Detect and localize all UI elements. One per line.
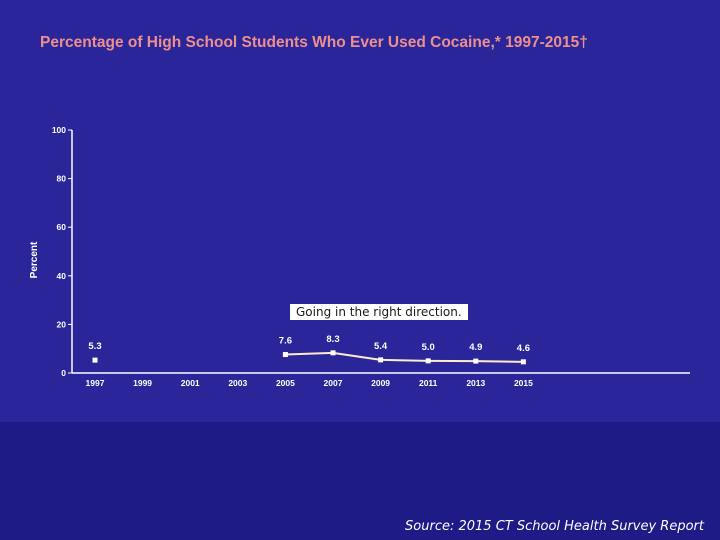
- y-tick-label: 80: [57, 174, 67, 184]
- data-label: 7.6: [279, 336, 292, 347]
- data-point: [378, 357, 384, 363]
- y-axis-label: Percent: [29, 241, 40, 279]
- y-tick-label: 40: [57, 271, 67, 281]
- y-tick-label: 100: [52, 125, 66, 135]
- series-line: [285, 351, 524, 363]
- data-point: [425, 358, 431, 364]
- data-point: [330, 350, 336, 356]
- x-tick-label: 2015: [514, 378, 533, 388]
- x-tick-label: 2013: [466, 378, 485, 388]
- chart-panel: 0 20 40 60 80 100 1997 1999 2001 2003 2005 2007 2009…: [0, 0, 720, 422]
- data-label: 4.9: [469, 342, 482, 353]
- data-point: [520, 359, 526, 365]
- data-label: 5.0: [422, 342, 435, 353]
- x-tick-label: 2011: [419, 378, 438, 388]
- data-label: 4.6: [517, 343, 530, 354]
- data-point: [92, 357, 98, 363]
- x-tick-label: 2005: [276, 378, 295, 388]
- chart-title: Percentage of High School Students Who E…: [40, 34, 588, 51]
- x-tick-label: 2007: [324, 378, 343, 388]
- line-chart: 0 20 40 60 80 100 1997 1999 2001 2003 2005 2007 2009…: [52, 125, 690, 388]
- x-tick-label: 2009: [371, 378, 390, 388]
- x-tick-label: 2001: [181, 378, 200, 388]
- y-tick-label: 0: [61, 368, 66, 378]
- source-citation: Source: 2015 CT School Health Survey Rep…: [405, 519, 704, 534]
- x-tick-label: 2003: [228, 378, 247, 388]
- data-point: [282, 352, 288, 358]
- data-point: [473, 358, 479, 364]
- annotation-callout: Going in the right direction.: [290, 304, 468, 320]
- x-tick-label: 1997: [86, 378, 105, 388]
- data-label: 8.3: [326, 334, 339, 345]
- x-tick-label: 1999: [133, 378, 152, 388]
- data-label: 5.3: [88, 341, 101, 352]
- data-label: 5.4: [374, 341, 388, 352]
- y-tick-label: 60: [57, 222, 67, 232]
- y-tick-label: 20: [57, 319, 67, 329]
